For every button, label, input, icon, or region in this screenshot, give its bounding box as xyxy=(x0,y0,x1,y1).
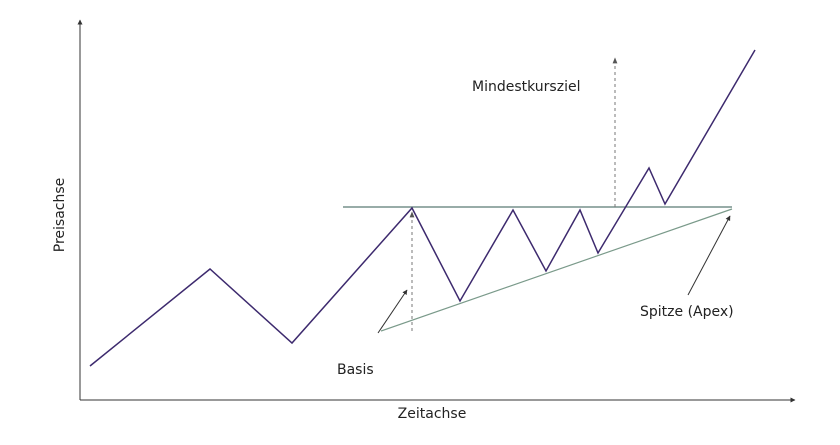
y-axis-label: Preisachse xyxy=(52,178,68,253)
apex-label: Spitze (Apex) xyxy=(640,304,734,320)
target-label: Mindestkursziel xyxy=(472,79,580,95)
base-pointer xyxy=(377,289,408,334)
price-line xyxy=(89,49,756,367)
x-axis-label: Zeitachse xyxy=(398,406,467,422)
support-line xyxy=(380,208,733,332)
apex-pointer xyxy=(687,215,731,296)
base-label: Basis xyxy=(337,362,374,378)
